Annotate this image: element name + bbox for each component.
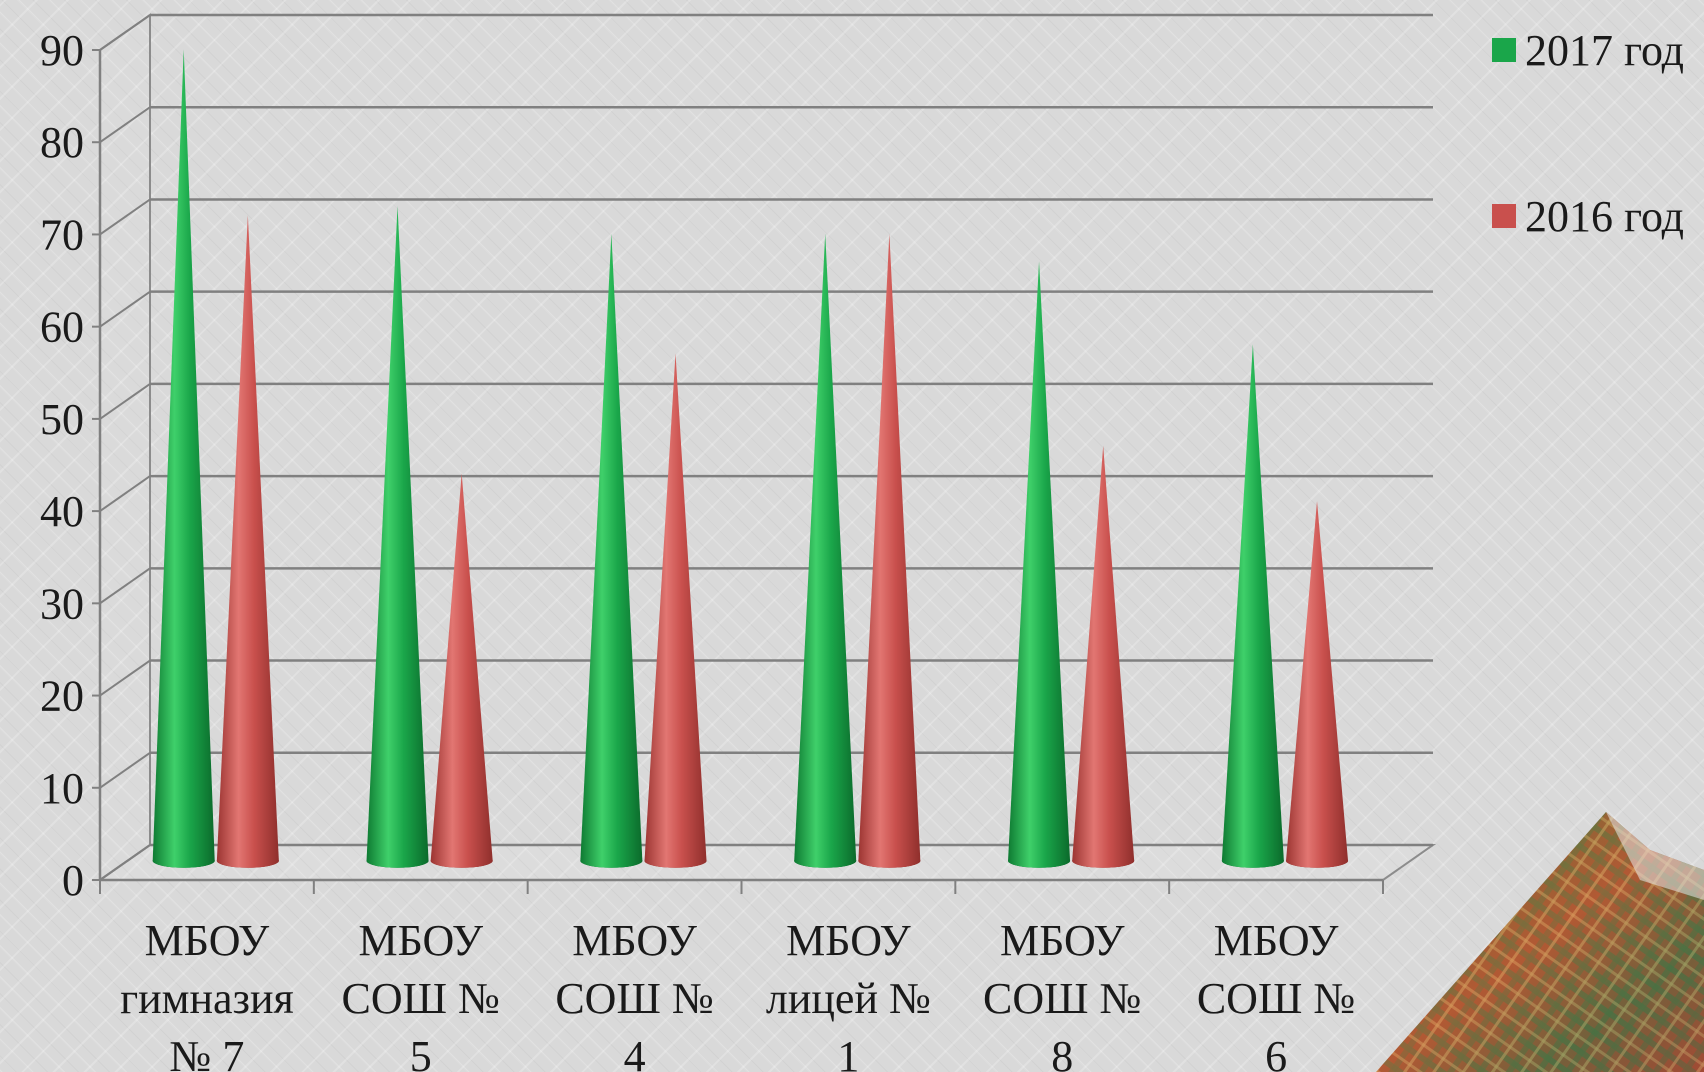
left-wall: [99, 13, 151, 882]
category-label: СОШ №: [1197, 974, 1356, 1023]
cone-series2-cat-6: [1286, 501, 1349, 868]
category-label: лицей №: [766, 974, 931, 1023]
legend: 2017 год 2016 год: [1492, 26, 1684, 241]
category-label: СОШ №: [983, 974, 1142, 1023]
gridline-depth: [99, 290, 151, 328]
gridline-depth: [99, 475, 151, 512]
y-tick-label: 50: [40, 395, 84, 444]
cone-series1-cat-5: [1008, 261, 1071, 868]
cone-body: [1072, 445, 1135, 868]
gridlines: [99, 13, 1433, 881]
y-tick-label: 0: [62, 856, 84, 905]
cone-series2-cat-5: [1072, 445, 1135, 868]
category-label: МБОУ: [1214, 916, 1339, 965]
category-label: СОШ №: [342, 974, 501, 1023]
cone-body: [794, 233, 857, 868]
category-label: СОШ №: [555, 974, 714, 1023]
y-tick-label: 30: [40, 579, 84, 628]
legend-entry-1: 2017 год: [1492, 26, 1684, 75]
cone-body: [858, 233, 921, 868]
y-axis-ticks: 0 10 20 30 40 50 60 70 80 90: [40, 26, 102, 905]
legend-swatch: [1492, 204, 1516, 228]
category-label: МБОУ: [572, 916, 697, 965]
x-axis: [99, 878, 1384, 894]
cone-series1-cat-2: [366, 205, 429, 868]
category-label: 5: [410, 1032, 432, 1072]
gridline-depth: [99, 106, 151, 144]
cone-body: [580, 233, 643, 868]
cone-body: [430, 473, 493, 868]
y-tick-label: 80: [40, 118, 84, 167]
cone-series2-cat-4: [858, 233, 921, 868]
cone-body: [644, 353, 707, 868]
gridline-depth: [99, 567, 151, 605]
tartan-ribbon-decoration: [1376, 812, 1704, 1072]
cone-body: [152, 49, 215, 868]
legend-label: 2016 год: [1525, 192, 1684, 241]
category-label: 8: [1051, 1032, 1073, 1072]
cone-series1-cat-1: [152, 49, 215, 868]
cone-series1-cat-6: [1221, 344, 1284, 868]
cone-body: [1008, 261, 1071, 868]
cone-body: [1286, 501, 1349, 868]
cone-body: [1221, 344, 1284, 868]
gridline-depth: [99, 751, 151, 789]
legend-label: 2017 год: [1525, 26, 1684, 75]
category-label: МБОУ: [145, 916, 270, 965]
y-tick-label: 10: [40, 764, 84, 813]
y-tick-label: 90: [40, 26, 84, 75]
ribbon-overlay: [1376, 812, 1704, 1072]
cone-series1-cat-4: [794, 233, 857, 868]
category-label: МБОУ: [1000, 916, 1125, 965]
category-label: 1: [837, 1032, 859, 1072]
bars: [152, 49, 1349, 868]
gridline-depth: [99, 383, 151, 420]
legend-swatch: [1492, 38, 1516, 62]
cone-series1-cat-3: [580, 233, 643, 868]
y-tick-label: 60: [40, 303, 84, 352]
category-label: МБОУ: [358, 916, 483, 965]
gridline-depth: [99, 659, 151, 697]
gridline-depth: [99, 198, 151, 236]
cone-series2-cat-1: [216, 215, 279, 868]
y-tick-label: 70: [40, 210, 84, 259]
category-label: МБОУ: [786, 916, 911, 965]
gridline-depth: [99, 14, 151, 51]
category-labels: МБОУ гимназия № 7 МБОУ СОШ № 5 МБОУ СОШ № 4 МБОУ л…: [120, 916, 1355, 1072]
gridline-depth: [99, 844, 151, 881]
cone-body: [216, 215, 279, 868]
y-tick-label: 20: [40, 672, 84, 721]
category-label: гимназия: [120, 974, 294, 1023]
category-label: № 7: [169, 1032, 244, 1072]
cone-series2-cat-2: [430, 473, 493, 868]
cone-series2-cat-3: [644, 353, 707, 868]
ribbon-fold: [1606, 812, 1704, 900]
category-label: 4: [624, 1032, 646, 1072]
legend-entry-2: 2016 год: [1492, 192, 1684, 241]
y-tick-label: 40: [40, 487, 84, 536]
cone-body: [366, 205, 429, 868]
category-label: 6: [1265, 1032, 1287, 1072]
